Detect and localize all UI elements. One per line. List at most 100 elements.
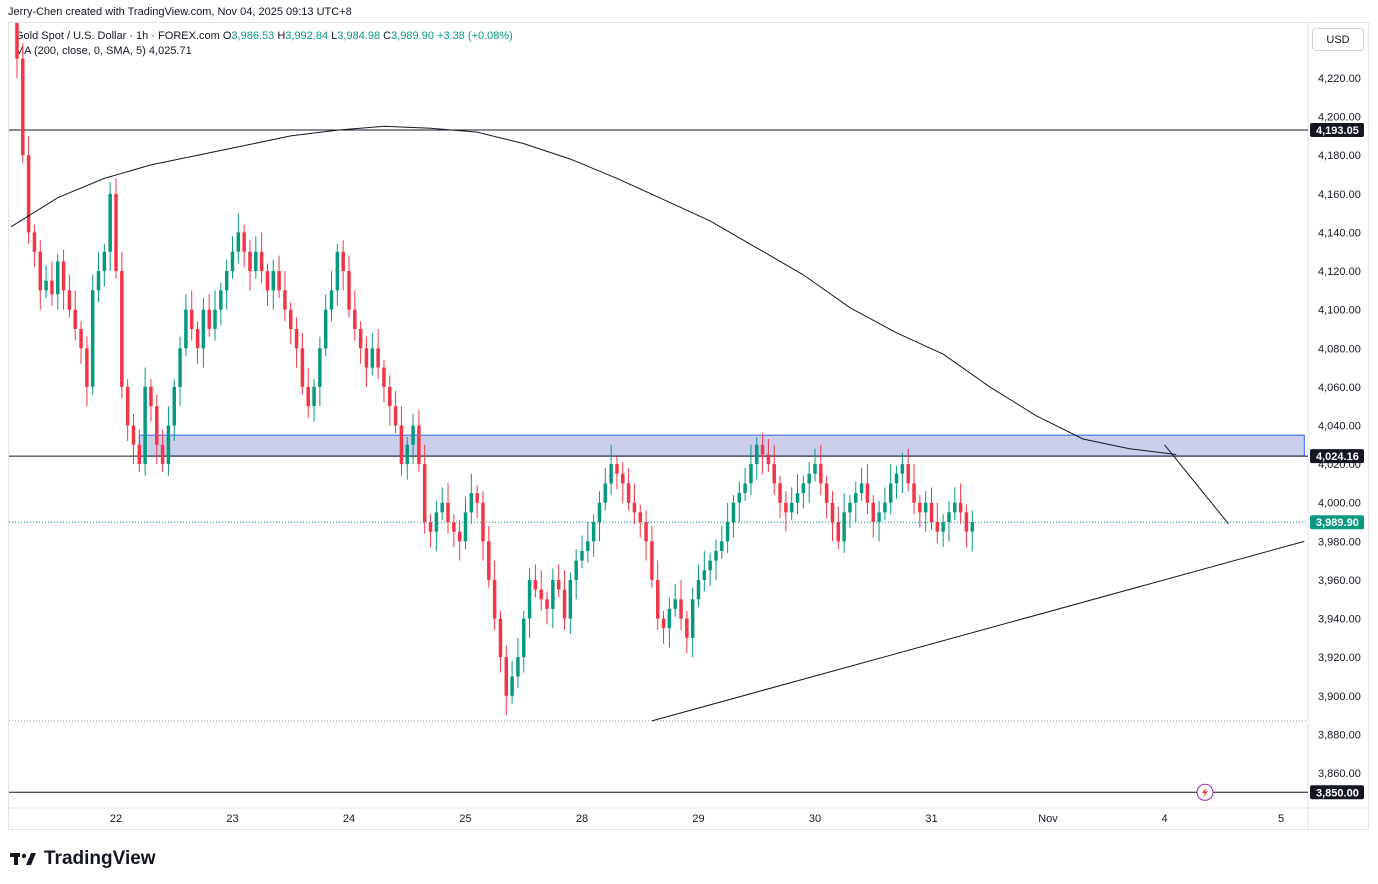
candle-body[interactable]: [388, 386, 392, 407]
candle-body[interactable]: [574, 560, 578, 580]
candle-body[interactable]: [906, 464, 910, 484]
candle-body[interactable]: [38, 251, 43, 291]
candle-body[interactable]: [755, 444, 759, 465]
candle-body[interactable]: [661, 618, 666, 629]
candle-body[interactable]: [883, 502, 887, 513]
candle-body[interactable]: [434, 512, 439, 532]
candle-body[interactable]: [102, 251, 107, 272]
ma200-line[interactable]: [10, 125, 1177, 455]
candle-body[interactable]: [650, 541, 654, 580]
candle-body[interactable]: [935, 522, 940, 532]
tradingview-logo[interactable]: TradingView: [10, 848, 156, 870]
candle-body[interactable]: [848, 502, 852, 513]
candle-body[interactable]: [440, 502, 444, 513]
candle-body[interactable]: [644, 522, 648, 542]
candle-body[interactable]: [452, 522, 456, 532]
candle-body[interactable]: [615, 464, 619, 474]
candle-body[interactable]: [865, 483, 870, 503]
candle-body[interactable]: [586, 541, 590, 551]
candle-body[interactable]: [21, 58, 25, 156]
candle-body[interactable]: [696, 579, 701, 600]
candle-body[interactable]: [207, 309, 211, 329]
candle-body[interactable]: [248, 251, 252, 272]
candle-body[interactable]: [685, 618, 689, 638]
candle-body[interactable]: [73, 309, 77, 329]
candle-body[interactable]: [492, 579, 497, 619]
candle-body[interactable]: [655, 579, 660, 619]
candle-body[interactable]: [329, 290, 334, 310]
candle-body[interactable]: [842, 512, 846, 542]
candle-body[interactable]: [166, 425, 171, 465]
candle-body[interactable]: [178, 348, 182, 387]
candle-body[interactable]: [79, 328, 83, 349]
candle-body[interactable]: [801, 483, 806, 494]
candle-body[interactable]: [417, 425, 421, 465]
candle-body[interactable]: [428, 522, 433, 532]
candle-body[interactable]: [487, 541, 491, 580]
candle-body[interactable]: [953, 502, 957, 513]
candle-body[interactable]: [224, 271, 229, 291]
candle-body[interactable]: [498, 618, 503, 658]
candle-body[interactable]: [265, 271, 270, 291]
candle-body[interactable]: [56, 261, 60, 295]
candle-body[interactable]: [970, 522, 975, 532]
symbol-legend[interactable]: Gold Spot / U.S. Dollar · 1h · FOREX.com…: [15, 30, 513, 42]
candle-body[interactable]: [219, 290, 223, 310]
candle-body[interactable]: [533, 579, 538, 590]
candle-body[interactable]: [947, 512, 951, 523]
candle-body[interactable]: [15, 10, 19, 59]
candle-body[interactable]: [283, 290, 287, 310]
candle-body[interactable]: [673, 599, 677, 609]
candle-body[interactable]: [300, 348, 305, 387]
candle-body[interactable]: [912, 483, 916, 503]
candle-body[interactable]: [318, 348, 322, 387]
candle-body[interactable]: [201, 309, 206, 349]
candle-body[interactable]: [813, 464, 817, 474]
candle-body[interactable]: [749, 464, 753, 484]
candle-body[interactable]: [469, 493, 474, 513]
resistance-zone[interactable]: [138, 434, 1305, 457]
candle-body[interactable]: [545, 599, 549, 609]
candle-body[interactable]: [789, 502, 794, 513]
candle-body[interactable]: [411, 425, 415, 445]
candle-body[interactable]: [108, 193, 112, 252]
candle-body[interactable]: [370, 348, 375, 368]
candle-body[interactable]: [737, 493, 742, 503]
candle-body[interactable]: [323, 309, 328, 349]
candle-body[interactable]: [516, 657, 520, 677]
candle-body[interactable]: [259, 251, 264, 272]
candle-body[interactable]: [155, 406, 159, 445]
candle-body[interactable]: [603, 483, 608, 503]
candle-body[interactable]: [731, 502, 736, 523]
candle-body[interactable]: [708, 560, 712, 571]
candle-body[interactable]: [358, 328, 363, 349]
candle-body[interactable]: [795, 493, 800, 503]
candle-body[interactable]: [137, 444, 142, 465]
candle-body[interactable]: [120, 271, 124, 387]
candle-body[interactable]: [510, 676, 514, 696]
candle-body[interactable]: [766, 454, 771, 465]
candle-body[interactable]: [725, 522, 730, 542]
candle-body[interactable]: [289, 309, 293, 329]
candle-body[interactable]: [393, 406, 398, 426]
candle-body[interactable]: [638, 512, 642, 523]
candle-body[interactable]: [819, 464, 823, 484]
candle-body[interactable]: [422, 464, 427, 523]
candle-body[interactable]: [900, 464, 905, 474]
candle-body[interactable]: [690, 599, 695, 638]
candle-body[interactable]: [958, 502, 963, 513]
currency-button[interactable]: USD: [1312, 28, 1364, 51]
candle-body[interactable]: [504, 657, 509, 696]
candle-body[interactable]: [271, 271, 276, 291]
candle-body[interactable]: [609, 464, 613, 484]
candle-body[interactable]: [399, 425, 404, 465]
candle-body[interactable]: [591, 522, 596, 542]
candle-body[interactable]: [131, 425, 136, 445]
candle-body[interactable]: [720, 541, 724, 551]
candle-body[interactable]: [172, 386, 176, 426]
candle-body[interactable]: [277, 271, 281, 291]
candle-body[interactable]: [230, 251, 235, 272]
candle-body[interactable]: [294, 328, 299, 349]
candle-body[interactable]: [312, 386, 316, 407]
candle-body[interactable]: [475, 493, 479, 503]
